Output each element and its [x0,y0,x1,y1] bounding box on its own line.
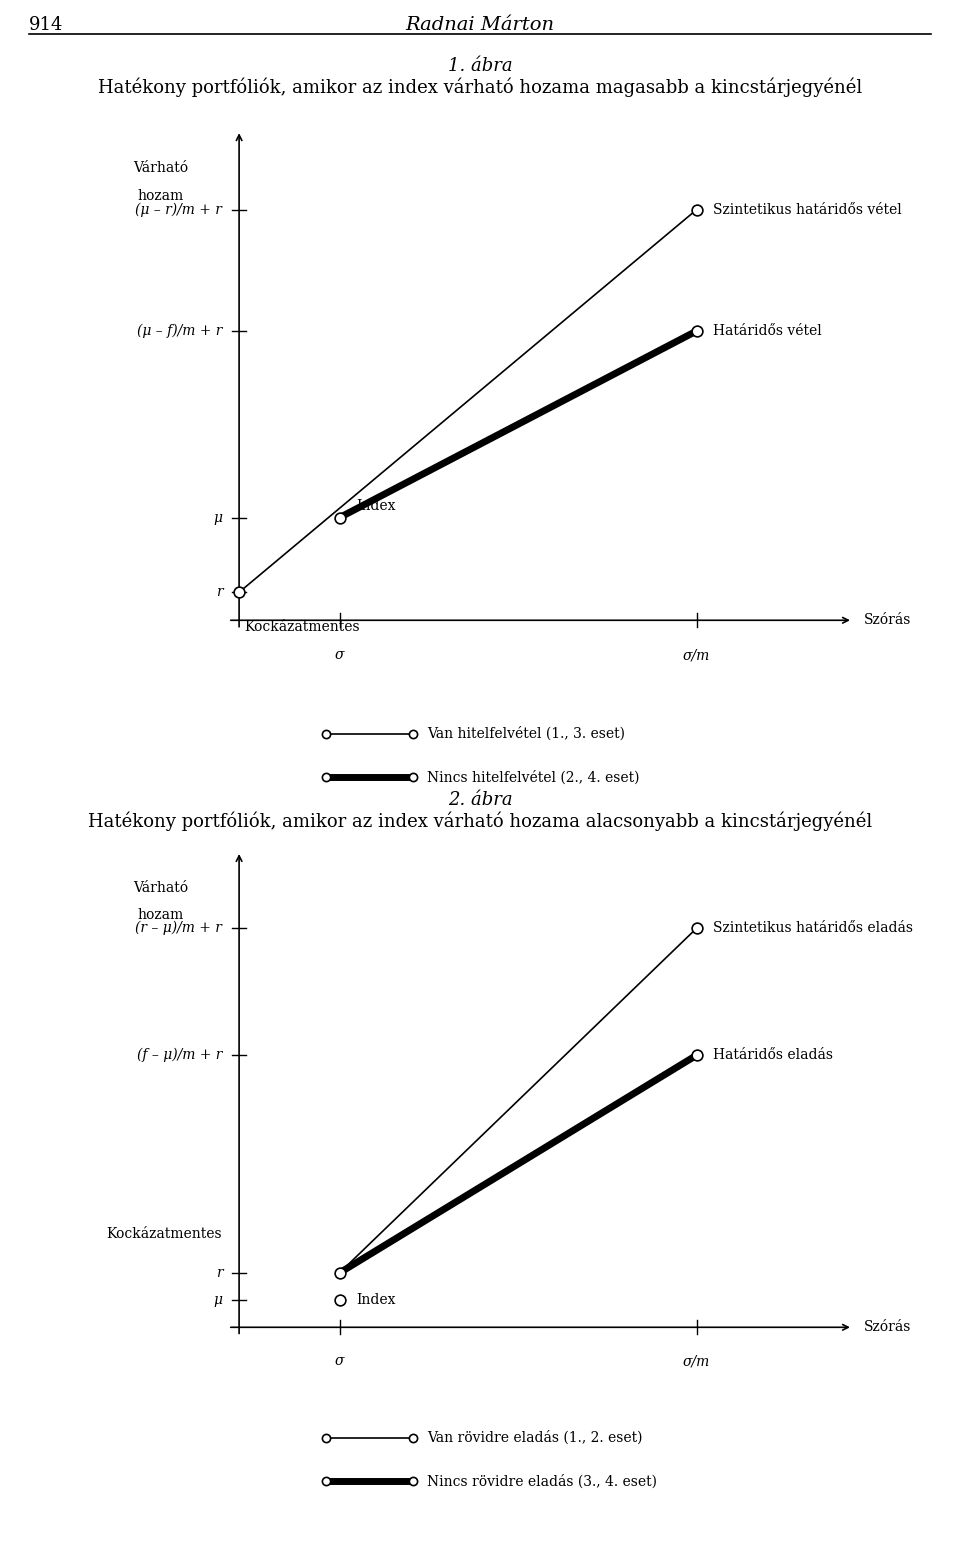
Text: Szintetikus határidős eladás: Szintetikus határidős eladás [713,921,913,935]
Point [405,721,420,746]
Text: Kockázatmentes: Kockázatmentes [245,620,360,634]
Text: Nincs hitelfelvétel (2., 4. eset): Nincs hitelfelvétel (2., 4. eset) [427,769,639,785]
Text: r: r [216,585,223,599]
Point [319,765,334,789]
Text: σ/m: σ/m [683,1354,710,1368]
Text: Szórás: Szórás [864,613,911,627]
Point [319,721,334,746]
Text: Szórás: Szórás [864,1320,911,1334]
Text: (r – μ)/m + r: (r – μ)/m + r [135,921,223,935]
Text: (μ – f)/m + r: (μ – f)/m + r [137,324,223,338]
Text: Szintetikus határidős vétel: Szintetikus határidős vétel [713,203,902,217]
Point [231,580,247,605]
Text: Határidős vétel: Határidős vétel [713,324,822,338]
Text: Várható: Várható [133,881,188,895]
Text: Index: Index [356,499,396,513]
Text: 1. ábra: 1. ábra [447,57,513,76]
Point [405,1469,420,1494]
Text: σ: σ [335,1354,345,1368]
Text: Van hitelfelvétel (1., 3. eset): Van hitelfelvétel (1., 3. eset) [427,726,625,741]
Text: hozam: hozam [138,189,184,203]
Text: Van rövidre eladás (1., 2. eset): Van rövidre eladás (1., 2. eset) [427,1430,642,1446]
Text: (μ – r)/m + r: (μ – r)/m + r [135,203,223,217]
Point [332,1287,348,1312]
Text: Kockázatmentes: Kockázatmentes [107,1227,223,1241]
Text: r: r [216,1266,223,1280]
Text: Nincs rövidre eladás (3., 4. eset): Nincs rövidre eladás (3., 4. eset) [427,1473,658,1489]
Text: Index: Index [356,1294,396,1307]
Text: Határidős eladás: Határidős eladás [713,1048,833,1062]
Point [689,915,705,940]
Point [319,1469,334,1494]
Text: 2. ábra: 2. ábra [447,791,513,810]
Text: Várható: Várható [133,161,188,175]
Text: (f – μ)/m + r: (f – μ)/m + r [137,1048,223,1062]
Point [319,1425,334,1450]
Text: σ: σ [335,648,345,662]
Point [405,765,420,789]
Text: Radnai Márton: Radnai Márton [405,16,555,34]
Text: hozam: hozam [138,907,184,921]
Point [332,506,348,530]
Text: μ: μ [213,1294,223,1307]
Point [689,197,705,222]
Text: Hatékony portfóliók, amikor az index várható hozama alacsonyabb a kincstárjegyén: Hatékony portfóliók, amikor az index vár… [88,811,872,831]
Text: σ/m: σ/m [683,648,710,662]
Text: 914: 914 [29,16,63,34]
Point [689,318,705,343]
Point [689,1042,705,1067]
Point [332,1261,348,1286]
Text: μ: μ [213,510,223,524]
Point [405,1425,420,1450]
Text: Hatékony portfóliók, amikor az index várható hozama magasabb a kincstárjegyénél: Hatékony portfóliók, amikor az index vár… [98,78,862,98]
